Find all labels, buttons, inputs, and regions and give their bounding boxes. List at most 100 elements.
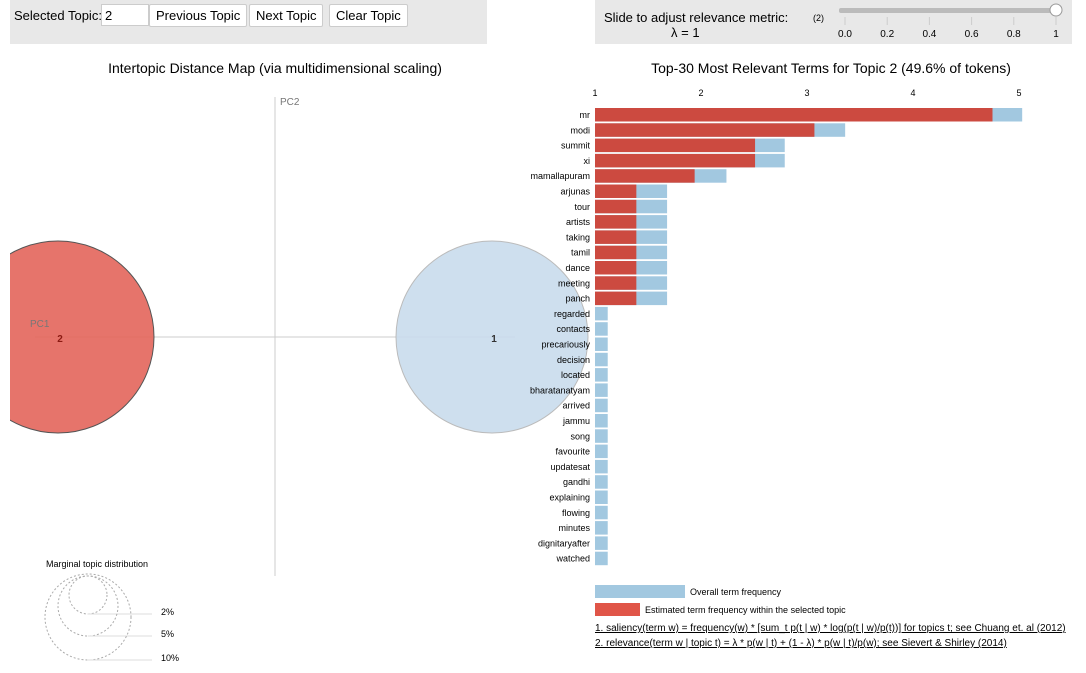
topic-circle-1[interactable]: [395, 240, 589, 434]
term-label[interactable]: updatesat: [550, 462, 590, 472]
slider-tick-label: 0.4: [922, 29, 936, 40]
term-label[interactable]: xi: [584, 156, 591, 166]
map-clip: [0, 90, 10, 590]
topic-label[interactable]: 1: [491, 334, 497, 345]
bar-overall-bharatanatyam[interactable]: [595, 383, 608, 397]
term-label[interactable]: modi: [570, 125, 590, 135]
term-label[interactable]: dance: [565, 263, 590, 273]
relevance-footnote[interactable]: 2. relevance(term w | topic t) = λ * p(w…: [595, 638, 1007, 649]
topic-label[interactable]: 2: [57, 334, 63, 345]
term-label[interactable]: summit: [561, 141, 590, 151]
bar-topic-taking[interactable]: [595, 230, 637, 244]
bar-topic-mr[interactable]: [595, 108, 993, 122]
term-label[interactable]: precariously: [541, 340, 590, 350]
term-label[interactable]: mr: [580, 110, 591, 120]
bar-overall-regarded[interactable]: [595, 306, 608, 321]
term-label[interactable]: favourite: [555, 447, 590, 457]
term-label[interactable]: artists: [566, 217, 591, 227]
term-label[interactable]: contacts: [556, 324, 590, 334]
x-tick-label: 4: [910, 88, 915, 98]
term-label[interactable]: taking: [566, 232, 590, 242]
bar-overall-contacts[interactable]: [595, 322, 608, 336]
slider-track[interactable]: [839, 8, 1057, 13]
bar-topic-tamil[interactable]: [595, 245, 637, 260]
bar-topic-meeting[interactable]: [595, 276, 637, 290]
term-label[interactable]: mamallapuram: [530, 171, 590, 181]
relevance-controls: Slide to adjust relevance metric: (2) λ …: [595, 0, 1072, 44]
term-label[interactable]: flowing: [562, 508, 590, 518]
bar-overall-dignitaryafter[interactable]: [595, 536, 608, 550]
slider-handle[interactable]: [1049, 3, 1063, 17]
term-label[interactable]: tamil: [571, 248, 590, 258]
saliency-footnote[interactable]: 1. saliency(term w) = frequency(w) * [su…: [595, 623, 1066, 634]
previous-topic-button[interactable]: Previous Topic: [149, 4, 248, 27]
term-label[interactable]: arjunas: [560, 187, 590, 197]
term-label[interactable]: gandhi: [563, 477, 590, 487]
term-label[interactable]: panch: [565, 294, 590, 304]
legend-topic-label: Estimated term frequency within the sele…: [645, 605, 846, 615]
term-label[interactable]: song: [570, 431, 590, 441]
bar-topic-mamallapuram[interactable]: [595, 169, 695, 183]
bar-topic-dance[interactable]: [595, 261, 637, 275]
bar-topic-tour[interactable]: [595, 199, 637, 214]
bar-overall-flowing[interactable]: [595, 505, 608, 520]
map-title: Intertopic Distance Map (via multidimens…: [108, 60, 442, 76]
term-label[interactable]: bharatanatyam: [530, 385, 590, 395]
pc2-label: PC2: [280, 97, 300, 108]
legend-overall-swatch: [595, 585, 685, 598]
marginal-legend-circle: [68, 575, 108, 615]
bar-overall-song[interactable]: [595, 429, 608, 443]
legend-overall-label: Overall term frequency: [690, 587, 782, 597]
pc1-label: PC1: [30, 319, 50, 330]
bar-overall-favourite[interactable]: [595, 444, 608, 459]
term-label[interactable]: located: [561, 370, 590, 380]
bar-overall-located[interactable]: [595, 368, 608, 382]
topic-controls: Selected Topic: Previous Topic Next Topi…: [10, 0, 487, 44]
slider-label: Slide to adjust relevance metric:: [604, 10, 789, 25]
slider-footnote: (2): [813, 13, 824, 23]
term-label[interactable]: explaining: [549, 493, 590, 503]
next-topic-button[interactable]: Next Topic: [249, 4, 324, 27]
bar-overall-explaining[interactable]: [595, 490, 608, 505]
term-label[interactable]: arrived: [562, 401, 590, 411]
bar-topic-arjunas[interactable]: [595, 184, 637, 199]
term-label[interactable]: regarded: [554, 309, 590, 319]
term-label[interactable]: decision: [557, 355, 590, 365]
clear-topic-button[interactable]: Clear Topic: [329, 4, 408, 27]
term-label[interactable]: minutes: [558, 523, 590, 533]
bar-topic-artists[interactable]: [595, 215, 637, 229]
marginal-legend-label: 10%: [161, 653, 179, 663]
x-tick-label: 3: [804, 88, 809, 98]
bar-overall-updatesat[interactable]: [595, 459, 608, 474]
slider-tick-label: 0.8: [1007, 29, 1021, 40]
selected-topic-input[interactable]: [101, 4, 149, 26]
slider-tick-label: 0.0: [838, 29, 852, 40]
bar-overall-gandhi[interactable]: [595, 475, 608, 489]
x-tick-label: 1: [592, 88, 597, 98]
selected-topic-label: Selected Topic:: [14, 8, 102, 23]
marginal-legend-label: 2%: [161, 607, 174, 617]
topic-circle-2[interactable]: [0, 240, 155, 434]
slider-tick-label: 0.6: [965, 29, 979, 40]
term-label[interactable]: watched: [555, 554, 590, 564]
term-label[interactable]: meeting: [558, 278, 590, 288]
term-label[interactable]: dignitaryafter: [538, 538, 590, 548]
bar-overall-minutes[interactable]: [595, 521, 608, 535]
bar-topic-panch[interactable]: [595, 291, 637, 306]
bar-overall-jammu[interactable]: [595, 414, 608, 428]
bar-topic-modi[interactable]: [595, 123, 815, 137]
x-tick-label: 2: [698, 88, 703, 98]
bar-overall-precariously[interactable]: [595, 337, 608, 352]
legend-topic-swatch: [595, 603, 640, 616]
bar-topic-xi[interactable]: [595, 153, 756, 168]
bar-overall-decision[interactable]: [595, 352, 608, 367]
term-label[interactable]: jammu: [562, 416, 590, 426]
bar-overall-arrived[interactable]: [595, 398, 608, 413]
x-tick-label: 5: [1016, 88, 1021, 98]
marginal-title: Marginal topic distribution: [46, 559, 148, 569]
bar-topic-summit[interactable]: [595, 138, 756, 153]
bar-overall-watched[interactable]: [595, 551, 608, 566]
marginal-legend-label: 5%: [161, 629, 174, 639]
term-label[interactable]: tour: [574, 202, 590, 212]
